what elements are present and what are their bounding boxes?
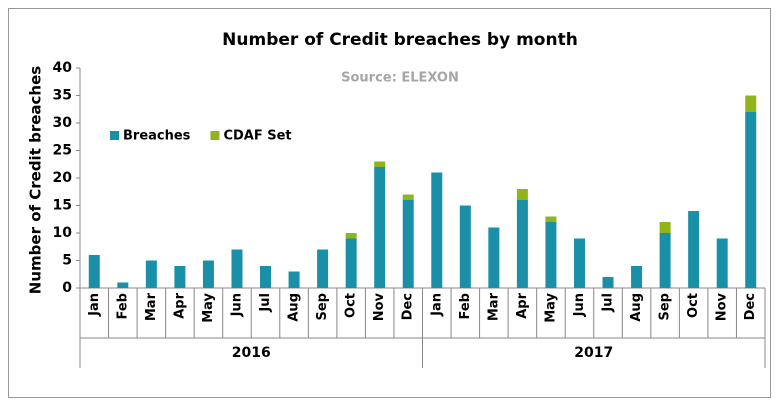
x-tick-label: Oct [344,293,359,318]
x-tick-label: Jul [258,293,273,313]
legend-swatch [110,131,119,140]
x-tick-label: May [201,292,216,322]
bar-segment [545,216,557,222]
x-tick-label: Feb [458,293,473,319]
y-tick-label: 40 [53,60,73,76]
bar-segment [88,255,100,288]
x-tick-label: Jan [429,293,444,317]
bar-segment [516,200,528,288]
legend-label: Breaches [123,129,191,144]
bar-segment [659,222,671,233]
x-tick-label: Dec [401,293,416,320]
x-tick-label: Mar [486,292,501,321]
legend-swatch [210,131,220,140]
bar-segment [602,277,614,288]
bar-segment [174,266,186,288]
legend-label: CDAF Set [223,129,291,144]
bar-segment [317,249,329,288]
bar-segment [545,222,557,288]
bar-segment [488,227,500,288]
x-tick-label: Oct [686,293,701,318]
x-tick-label: May [543,292,558,322]
bar-segment [716,238,728,288]
bar-segment [745,95,757,112]
x-tick-label: Jun [229,293,244,317]
bar-segment [659,233,671,288]
group-label: 2017 [574,345,613,361]
y-tick-label: 25 [53,143,72,159]
bar-segment [459,205,471,288]
bar-segment [402,194,414,200]
x-tick-label: Sep [315,293,330,321]
bar-segment [117,282,129,288]
bar-segment [402,200,414,288]
bar-segment [260,266,272,288]
x-tick-label: Feb [115,293,130,319]
group-label: 2016 [232,345,271,361]
x-tick-label: Aug [287,293,302,322]
bar-segment [745,112,757,288]
bar-segment [345,233,357,239]
y-tick-label: 5 [62,253,72,269]
y-tick-label: 10 [53,225,73,241]
bar-segment [345,238,357,288]
bar-segment [374,161,386,167]
chart-border [8,8,771,398]
bar-segment [145,260,157,288]
bar-segment [516,189,528,200]
x-tick-label: Nov [715,292,730,321]
x-tick-label: Apr [172,292,187,318]
x-tick-label: Apr [515,292,530,318]
y-tick-label: 30 [53,115,73,131]
bar-segment [202,260,214,288]
bar-segment [573,238,585,288]
bar-segment [374,167,386,288]
bar-segment [631,266,643,288]
x-tick-label: Jun [572,293,587,317]
x-tick-label: Aug [629,293,644,322]
y-tick-label: 15 [53,198,72,214]
x-tick-label: Dec [743,293,758,320]
x-tick-label: Nov [372,292,387,321]
x-tick-label: Sep [658,293,673,321]
chart-title: Number of Credit breaches by month [222,30,578,50]
x-tick-label: Jul [601,293,616,313]
chart-subtitle: Source: ELEXON [341,71,459,86]
bar-segment [688,211,700,288]
bar-segment [288,271,300,288]
bar-segment [431,172,443,288]
x-tick-label: Jan [87,293,102,317]
y-tick-label: 20 [53,170,73,186]
y-tick-label: 35 [53,88,72,104]
y-tick-label: 0 [62,280,72,296]
y-axis-label: Number of Credit breaches [27,66,45,294]
x-tick-label: Mar [144,292,159,321]
bar-segment [231,249,243,288]
